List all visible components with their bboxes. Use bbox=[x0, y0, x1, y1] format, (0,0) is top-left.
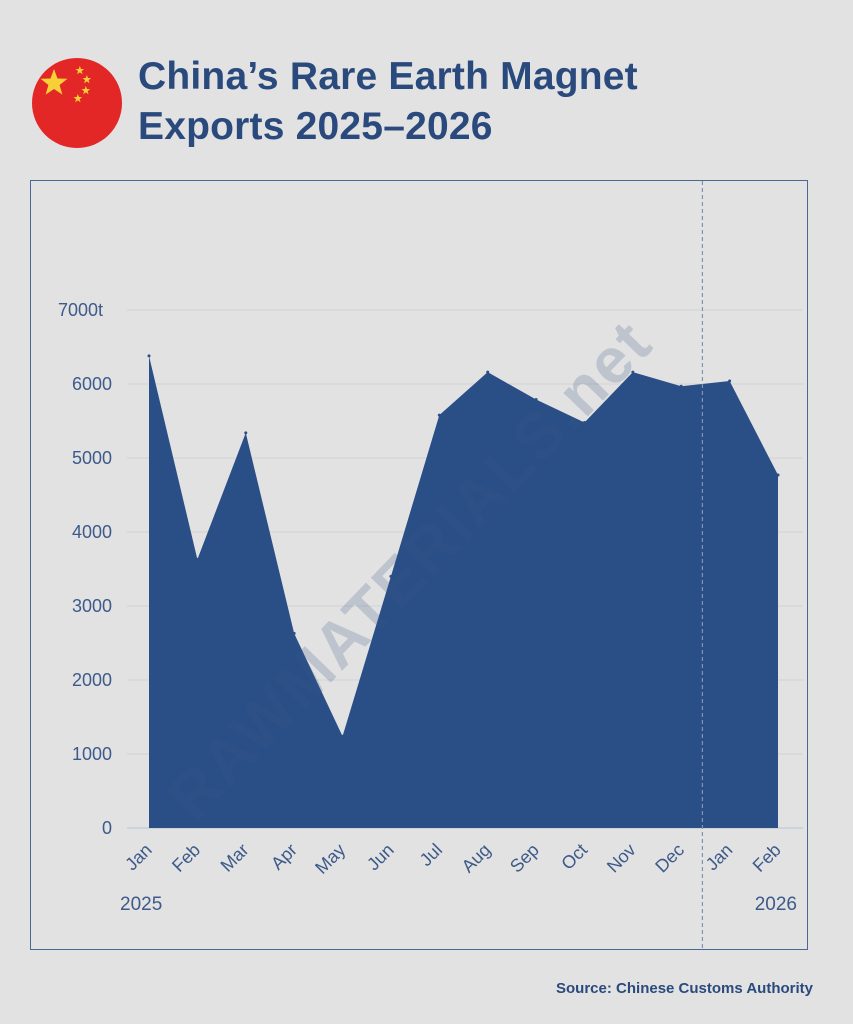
data-point bbox=[486, 370, 490, 374]
x-tick-label: Jun bbox=[363, 840, 398, 875]
data-point bbox=[244, 431, 248, 435]
flag-large-star bbox=[40, 69, 68, 95]
y-tick-label: 7000t bbox=[58, 300, 103, 320]
data-point bbox=[534, 398, 538, 402]
chart-frame bbox=[30, 180, 808, 950]
x-tick-label: May bbox=[311, 840, 349, 878]
x-tick-label: Feb bbox=[168, 840, 204, 876]
china-flag-icon bbox=[32, 58, 122, 148]
x-tick-label: Jan bbox=[702, 840, 737, 875]
x-tick-label: Dec bbox=[651, 840, 688, 877]
flag-small-star bbox=[82, 75, 92, 84]
data-point bbox=[341, 734, 345, 738]
data-point bbox=[292, 631, 296, 635]
area-series bbox=[149, 355, 778, 828]
year-label: 2025 bbox=[120, 894, 162, 915]
data-point bbox=[679, 384, 683, 388]
title-line-2: Exports 2025–2026 bbox=[138, 105, 493, 148]
y-tick-label: 5000 bbox=[72, 448, 112, 468]
x-tick-label: Aug bbox=[458, 840, 495, 877]
x-tick-label: Nov bbox=[603, 840, 640, 877]
y-tick-label: 3000 bbox=[72, 596, 112, 616]
data-point bbox=[195, 557, 199, 561]
y-tick-label: 6000 bbox=[72, 374, 112, 394]
flag-small-star bbox=[73, 94, 83, 103]
year-label: 2026 bbox=[755, 894, 797, 915]
data-point bbox=[147, 354, 151, 358]
page-title: China’s Rare Earth Magnet Exports 2025–2… bbox=[138, 52, 838, 152]
data-point bbox=[437, 413, 441, 417]
x-tick-label: Mar bbox=[217, 840, 253, 876]
y-tick-label: 4000 bbox=[72, 522, 112, 542]
x-tick-label: Jan bbox=[121, 840, 156, 875]
y-tick-label: 2000 bbox=[72, 670, 112, 690]
x-tick-label: Apr bbox=[267, 840, 301, 874]
x-tick-label: Jul bbox=[416, 840, 446, 870]
x-tick-label: Sep bbox=[506, 840, 543, 877]
data-point bbox=[582, 420, 586, 424]
y-tick-label: 0 bbox=[102, 818, 112, 838]
y-tick-label: 1000 bbox=[72, 744, 112, 764]
data-point bbox=[631, 370, 635, 374]
data-point bbox=[389, 574, 393, 578]
x-tick-label: Feb bbox=[749, 840, 785, 876]
flag-small-star bbox=[75, 66, 85, 75]
flag-small-star bbox=[81, 86, 91, 95]
data-point bbox=[776, 473, 780, 477]
source-note: Source: Chinese Customs Authority bbox=[556, 980, 813, 997]
title-line-1: China’s Rare Earth Magnet bbox=[138, 55, 638, 98]
data-point bbox=[728, 379, 732, 383]
x-tick-label: Oct bbox=[557, 840, 591, 874]
